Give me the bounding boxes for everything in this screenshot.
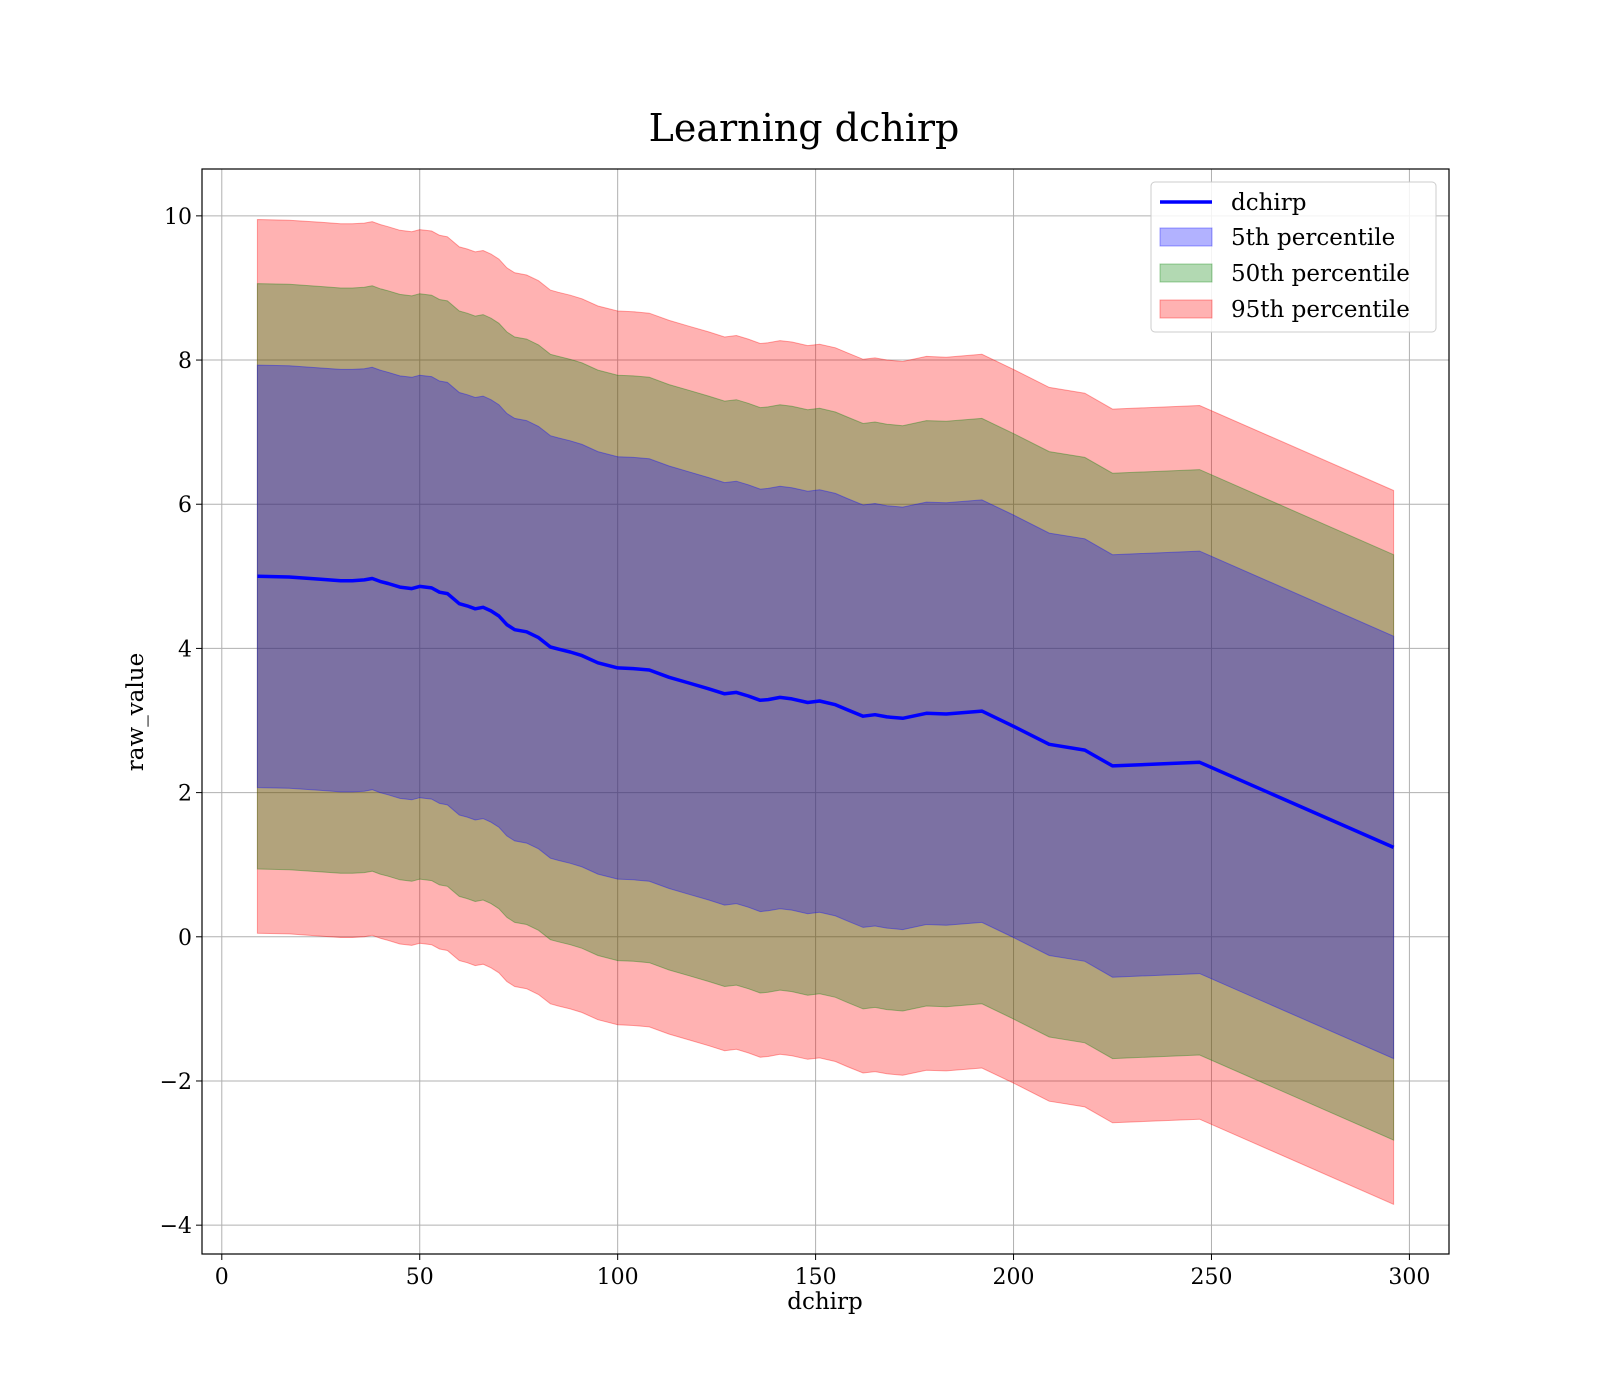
y-axis-label: raw_value — [123, 653, 149, 771]
x-tick-label: 250 — [1190, 1265, 1232, 1290]
legend-swatch-95th-percentile — [1159, 299, 1213, 319]
legend-swatch-50th-percentile — [1159, 263, 1213, 283]
5th-percentile-band — [256, 364, 1395, 1060]
y-tick-label: 8 — [178, 349, 192, 374]
x-tick-label: 300 — [1388, 1265, 1430, 1290]
x-tick-label: 0 — [215, 1265, 229, 1290]
legend: dchirp 5th percentile 50th percentile 95… — [1150, 181, 1437, 333]
95th-percentile-band — [256, 218, 1395, 1206]
y-tick-label: 6 — [178, 493, 192, 518]
plot-area — [202, 169, 1449, 1254]
axis-ticks: 0 50 100 150 200 250 300 −4 −2 0 2 4 6 8 10 — [160, 205, 1431, 1290]
legend-label-50th-percentile: 50th percentile — [1231, 261, 1410, 287]
y-tick-label: 0 — [178, 926, 192, 951]
y-tick-label: 10 — [164, 205, 192, 230]
50th-percentile-band — [256, 283, 1395, 1141]
y-tick-label: 2 — [178, 782, 192, 807]
x-tick-label: 100 — [597, 1265, 639, 1290]
legend-label-95th-percentile: 95th percentile — [1231, 297, 1410, 323]
grid — [202, 169, 1449, 1254]
x-axis-label: dchirp — [787, 1289, 863, 1315]
y-tick-label: 4 — [178, 637, 192, 662]
y-tick-label: −2 — [160, 1070, 192, 1095]
legend-swatch-5th-percentile — [1159, 227, 1213, 247]
legend-label-5th-percentile: 5th percentile — [1231, 225, 1395, 251]
x-tick-label: 200 — [993, 1265, 1035, 1290]
dchirp-line — [257, 574, 1395, 850]
y-tick-label: −4 — [160, 1214, 192, 1239]
legend-label-dchirp: dchirp — [1231, 190, 1307, 216]
chart-title: Learning dchirp — [649, 106, 960, 150]
x-tick-label: 50 — [406, 1265, 434, 1290]
percentile-bands — [256, 218, 1395, 1206]
dchirp-line-layer — [257, 574, 1395, 850]
x-tick-label: 150 — [795, 1265, 837, 1290]
legend-frame — [1150, 181, 1437, 333]
plot-frame — [201, 168, 1450, 1255]
